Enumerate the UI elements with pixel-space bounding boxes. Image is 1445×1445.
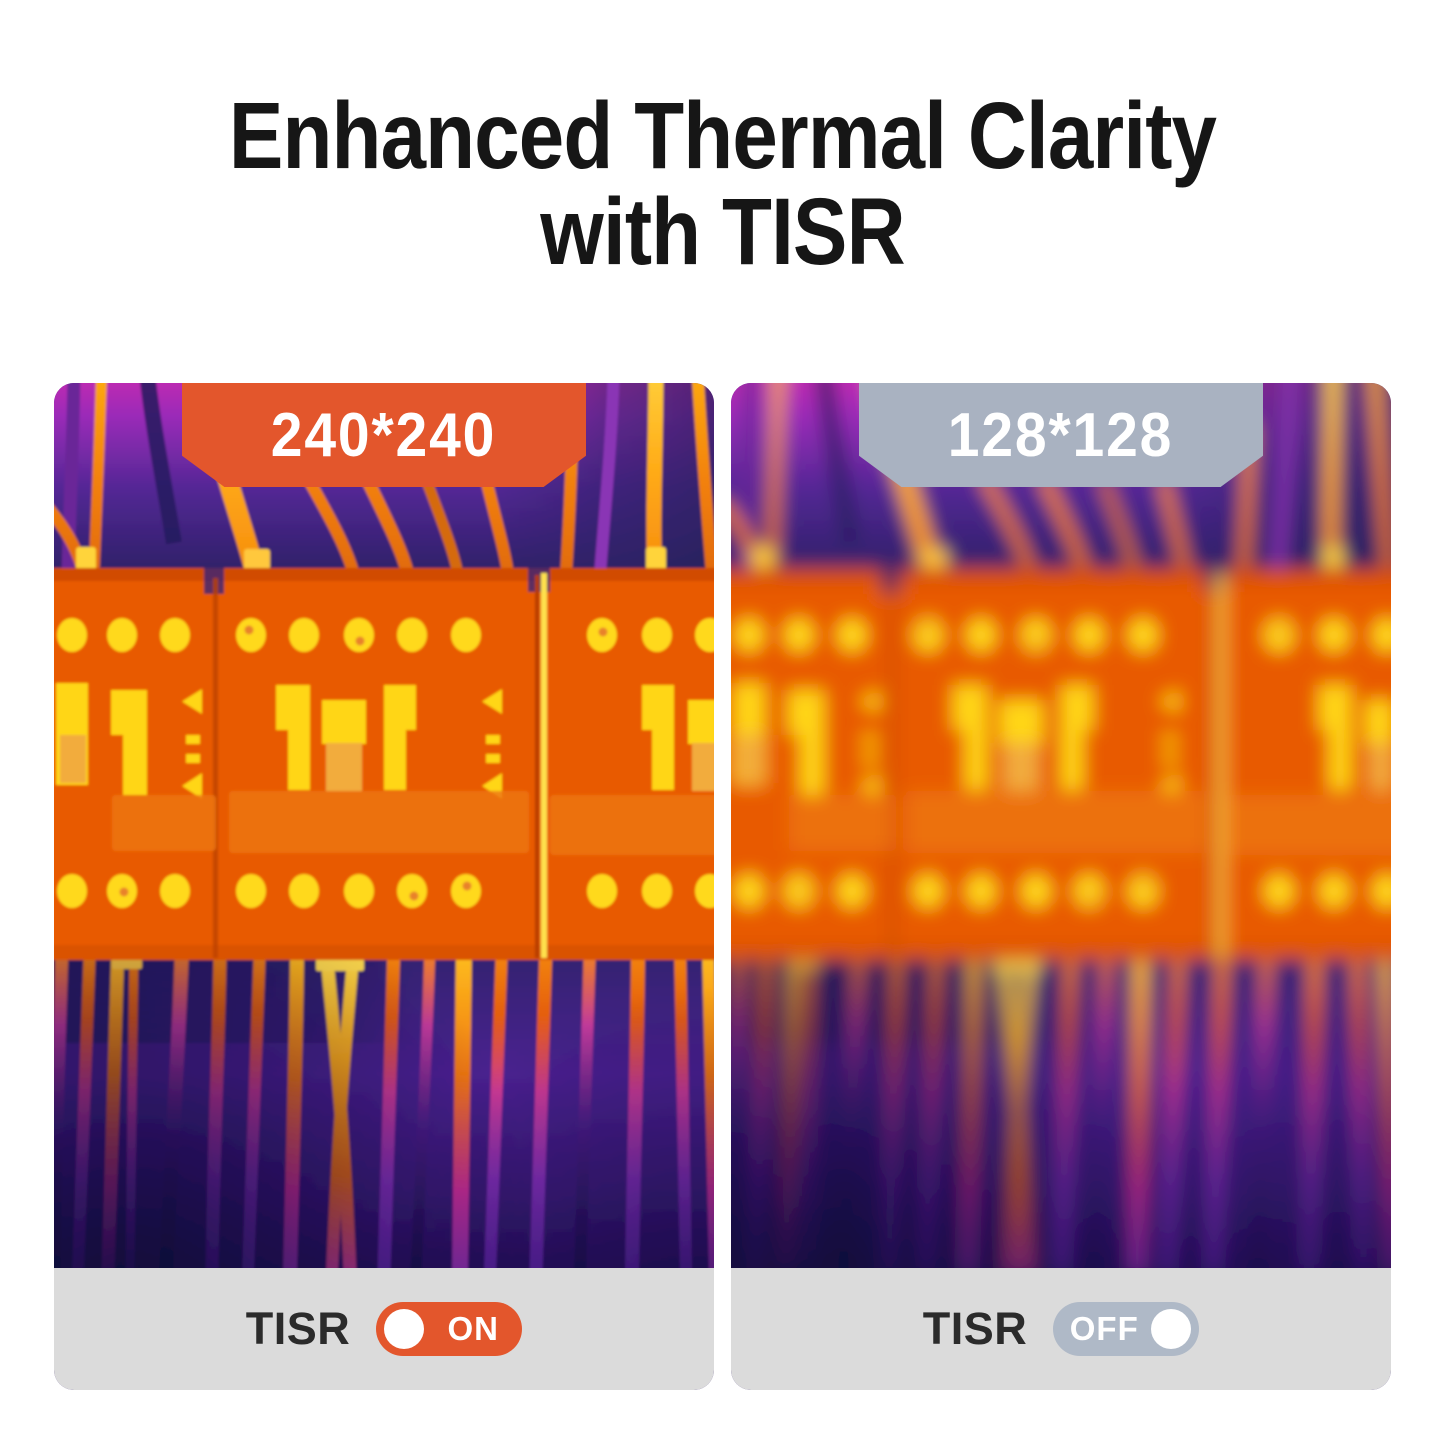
tisr-label: TISR <box>922 1303 1028 1354</box>
resolution-badge-low-label: 128*128 <box>948 400 1174 470</box>
toggle-knob-icon <box>1151 1309 1192 1349</box>
footer-bar-tisr-off: TISR OFF <box>731 1268 1391 1390</box>
panel-tisr-off: 128*128 TISR OFF <box>731 383 1391 1390</box>
comparison-panels: 240*240 TISR ON 128*128 TISR <box>54 383 1391 1390</box>
page-title: Enhanced Thermal Clarity with TISR <box>101 88 1344 280</box>
resolution-badge-high: 240*240 <box>182 383 586 487</box>
tisr-toggle-on[interactable]: ON <box>376 1302 523 1356</box>
title-line-1: Enhanced Thermal Clarity <box>228 83 1217 189</box>
toggle-state-label: OFF <box>1069 1310 1139 1347</box>
panel-tisr-on: 240*240 TISR ON <box>54 383 714 1390</box>
thermal-scene-sharp-svg <box>54 383 714 1268</box>
toggle-knob-icon <box>384 1309 425 1349</box>
tisr-toggle-off[interactable]: OFF <box>1053 1302 1200 1356</box>
title-line-2: with TISR <box>540 179 905 285</box>
toggle-state-label: ON <box>447 1310 499 1347</box>
thermal-image-sharp <box>54 383 714 1268</box>
tisr-label: TISR <box>245 1303 351 1354</box>
thermal-image-blurred <box>731 383 1391 1268</box>
footer-bar-tisr-on: TISR ON <box>54 1268 714 1390</box>
thermal-scene-blurred-svg <box>731 383 1391 1268</box>
resolution-badge-high-label: 240*240 <box>271 400 497 470</box>
resolution-badge-low: 128*128 <box>859 383 1263 487</box>
